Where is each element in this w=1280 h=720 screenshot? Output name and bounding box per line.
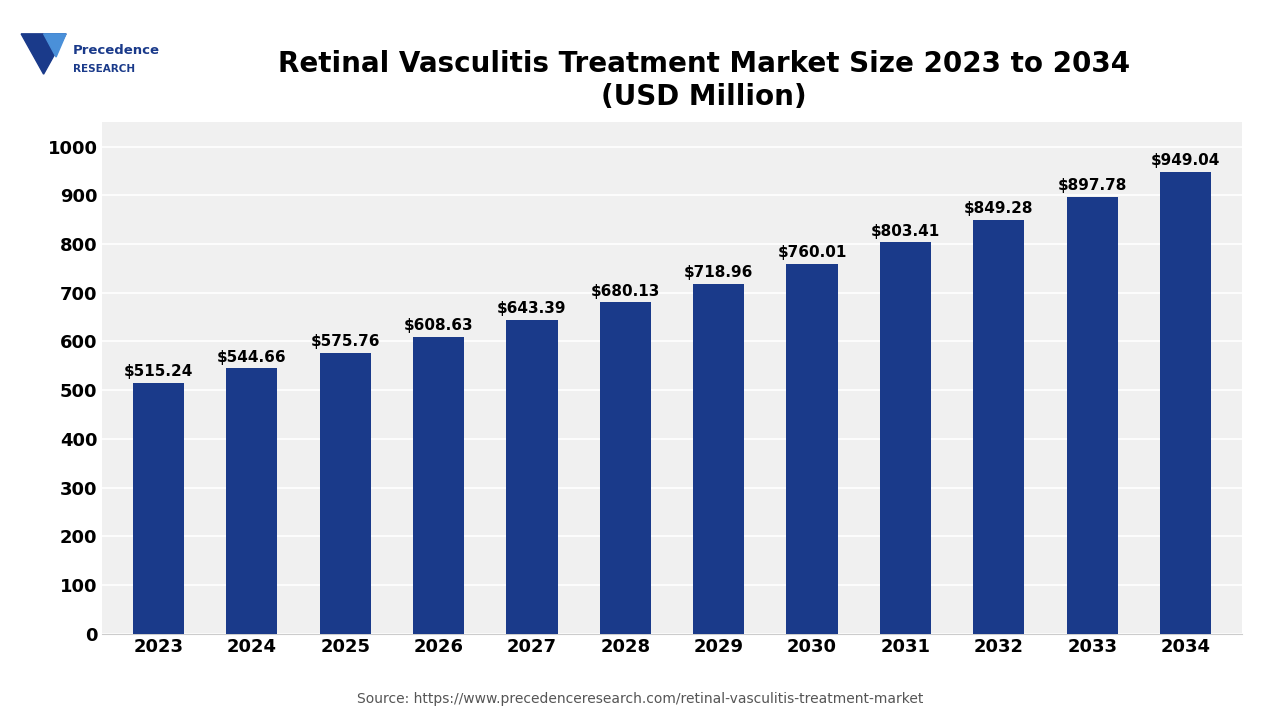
Bar (227, 369, 278, 634)
Text: $680.13: $680.13 (590, 284, 660, 299)
Text: $949.04: $949.04 (1151, 153, 1220, 168)
Text: $897.78: $897.78 (1057, 178, 1126, 193)
Text: $608.63: $608.63 (403, 318, 474, 333)
Bar (1066, 197, 1117, 634)
Text: Precedence: Precedence (73, 45, 160, 58)
Text: $515.24: $515.24 (124, 364, 193, 379)
Bar (786, 264, 837, 634)
Text: RESEARCH: RESEARCH (73, 64, 134, 74)
Bar (320, 354, 371, 634)
Bar (413, 337, 465, 634)
Text: $718.96: $718.96 (684, 265, 754, 279)
Bar (507, 320, 558, 634)
Text: $544.66: $544.66 (218, 349, 287, 364)
Polygon shape (44, 34, 67, 57)
Text: $803.41: $803.41 (870, 223, 940, 238)
Text: $849.28: $849.28 (964, 201, 1033, 216)
Text: $575.76: $575.76 (311, 334, 380, 349)
Text: $643.39: $643.39 (497, 302, 567, 317)
Text: $760.01: $760.01 (777, 245, 847, 260)
Bar (692, 284, 745, 634)
Bar (1160, 171, 1211, 634)
Bar (879, 243, 931, 634)
Bar (599, 302, 652, 634)
Text: Source: https://www.precedenceresearch.com/retinal-vasculitis-treatment-market: Source: https://www.precedenceresearch.c… (357, 692, 923, 706)
Bar (133, 383, 184, 634)
Polygon shape (20, 34, 67, 74)
Text: Retinal Vasculitis Treatment Market Size 2023 to 2034
(USD Million): Retinal Vasculitis Treatment Market Size… (278, 50, 1130, 111)
Bar (973, 220, 1024, 634)
